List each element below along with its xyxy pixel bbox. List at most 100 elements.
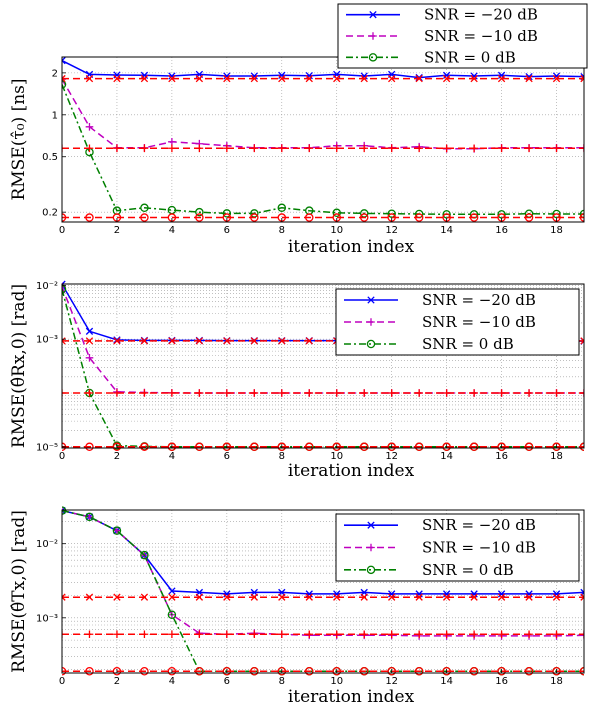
data-point xyxy=(442,71,451,80)
legend-marker xyxy=(369,11,377,19)
data-point xyxy=(62,56,66,65)
data-point xyxy=(470,144,478,153)
data-point xyxy=(168,337,176,345)
data-point xyxy=(333,593,341,601)
data-point xyxy=(167,667,177,676)
data-point xyxy=(360,74,368,83)
data-point xyxy=(168,593,176,601)
data-point xyxy=(250,442,259,452)
data-point xyxy=(414,442,424,452)
data-point xyxy=(195,630,204,639)
data-point xyxy=(524,667,534,676)
x-tick-label: 12 xyxy=(385,225,398,236)
legend-marker xyxy=(366,339,376,349)
data-point xyxy=(524,213,534,222)
x-tick-label: 4 xyxy=(169,451,175,462)
data-point xyxy=(277,203,287,213)
legend-marker xyxy=(367,296,375,304)
data-point xyxy=(305,71,313,80)
x-tick-label: 0 xyxy=(59,451,65,462)
data-point xyxy=(278,71,286,80)
x-tick-label: 18 xyxy=(550,451,563,462)
data-point xyxy=(387,389,396,397)
x-tick-label: 8 xyxy=(279,451,285,462)
data-point xyxy=(112,442,122,452)
data-point xyxy=(140,74,149,83)
data-point xyxy=(359,442,369,452)
legend-marker xyxy=(366,565,376,575)
data-point xyxy=(387,630,396,639)
data-point xyxy=(387,667,396,676)
data-point xyxy=(140,630,149,639)
data-point xyxy=(277,442,287,452)
data-point xyxy=(332,144,341,153)
data-point xyxy=(415,74,423,83)
data-point xyxy=(579,442,584,452)
data-point xyxy=(277,389,286,397)
x-tick-label: 10 xyxy=(330,676,343,687)
x-tick-label: 16 xyxy=(495,676,508,687)
data-point xyxy=(497,442,506,452)
data-point xyxy=(62,144,66,153)
data-point xyxy=(195,389,204,397)
data-point xyxy=(497,667,506,676)
y-tick-label: 2 xyxy=(52,68,58,79)
data-point xyxy=(552,442,561,452)
data-point xyxy=(359,213,369,222)
chart-panel-2: 0 2 4 6 8 10 12 14 16 18 10⁻⁵ 10⁻³ 10⁻² iteration ind… xyxy=(9,280,585,481)
y-tick-label: 10⁻³ xyxy=(36,613,58,624)
legend-label: SNR = 0 dB xyxy=(424,48,516,66)
data-point xyxy=(442,144,451,153)
data-point xyxy=(85,74,94,83)
data-point xyxy=(277,144,286,153)
series-group xyxy=(62,506,584,676)
data-point xyxy=(470,74,478,83)
data-point xyxy=(388,593,396,601)
data-point xyxy=(278,337,286,345)
data-point xyxy=(140,337,149,345)
data-point xyxy=(525,630,533,639)
legend-marker xyxy=(367,543,375,552)
data-point xyxy=(552,209,561,219)
data-point xyxy=(305,144,314,153)
data-point xyxy=(168,630,176,639)
data-point xyxy=(62,337,66,345)
data-point xyxy=(469,213,479,222)
data-point xyxy=(223,630,231,639)
data-point xyxy=(497,590,506,598)
data-point xyxy=(62,630,66,639)
data-point xyxy=(579,209,584,219)
data-point xyxy=(525,74,533,83)
x-axis-label: iteration index xyxy=(288,237,415,257)
data-point xyxy=(305,213,314,222)
data-point xyxy=(223,144,231,153)
data-point xyxy=(85,630,94,639)
data-point xyxy=(442,389,451,397)
data-point xyxy=(277,630,286,639)
x-tick-label: 2 xyxy=(114,451,120,462)
data-point xyxy=(195,337,204,345)
data-point xyxy=(250,337,258,345)
x-tick-label: 0 xyxy=(59,676,65,687)
data-point xyxy=(222,209,232,218)
x-tick-label: 12 xyxy=(385,451,398,462)
x-tick-label: 14 xyxy=(440,676,453,687)
data-point xyxy=(85,354,94,362)
data-point xyxy=(497,144,506,153)
y-axis-label: RMSE(θ̂Tx,0) [rad] xyxy=(9,510,29,673)
data-point xyxy=(415,630,423,639)
data-point xyxy=(113,144,121,153)
data-point xyxy=(332,389,341,397)
data-point xyxy=(113,593,121,601)
data-point xyxy=(168,389,176,397)
data-point xyxy=(359,667,369,676)
data-point xyxy=(167,442,177,452)
series-line-1 xyxy=(62,59,584,79)
data-point xyxy=(497,71,506,80)
data-point xyxy=(140,144,149,153)
data-point xyxy=(442,590,451,598)
data-point xyxy=(497,389,506,397)
data-point xyxy=(85,123,94,131)
x-axis-label: iteration index xyxy=(288,461,415,481)
chart-panel-3: 0 2 4 6 8 10 12 14 16 18 10⁻³ 10⁻² iteration index RM… xyxy=(9,506,585,707)
